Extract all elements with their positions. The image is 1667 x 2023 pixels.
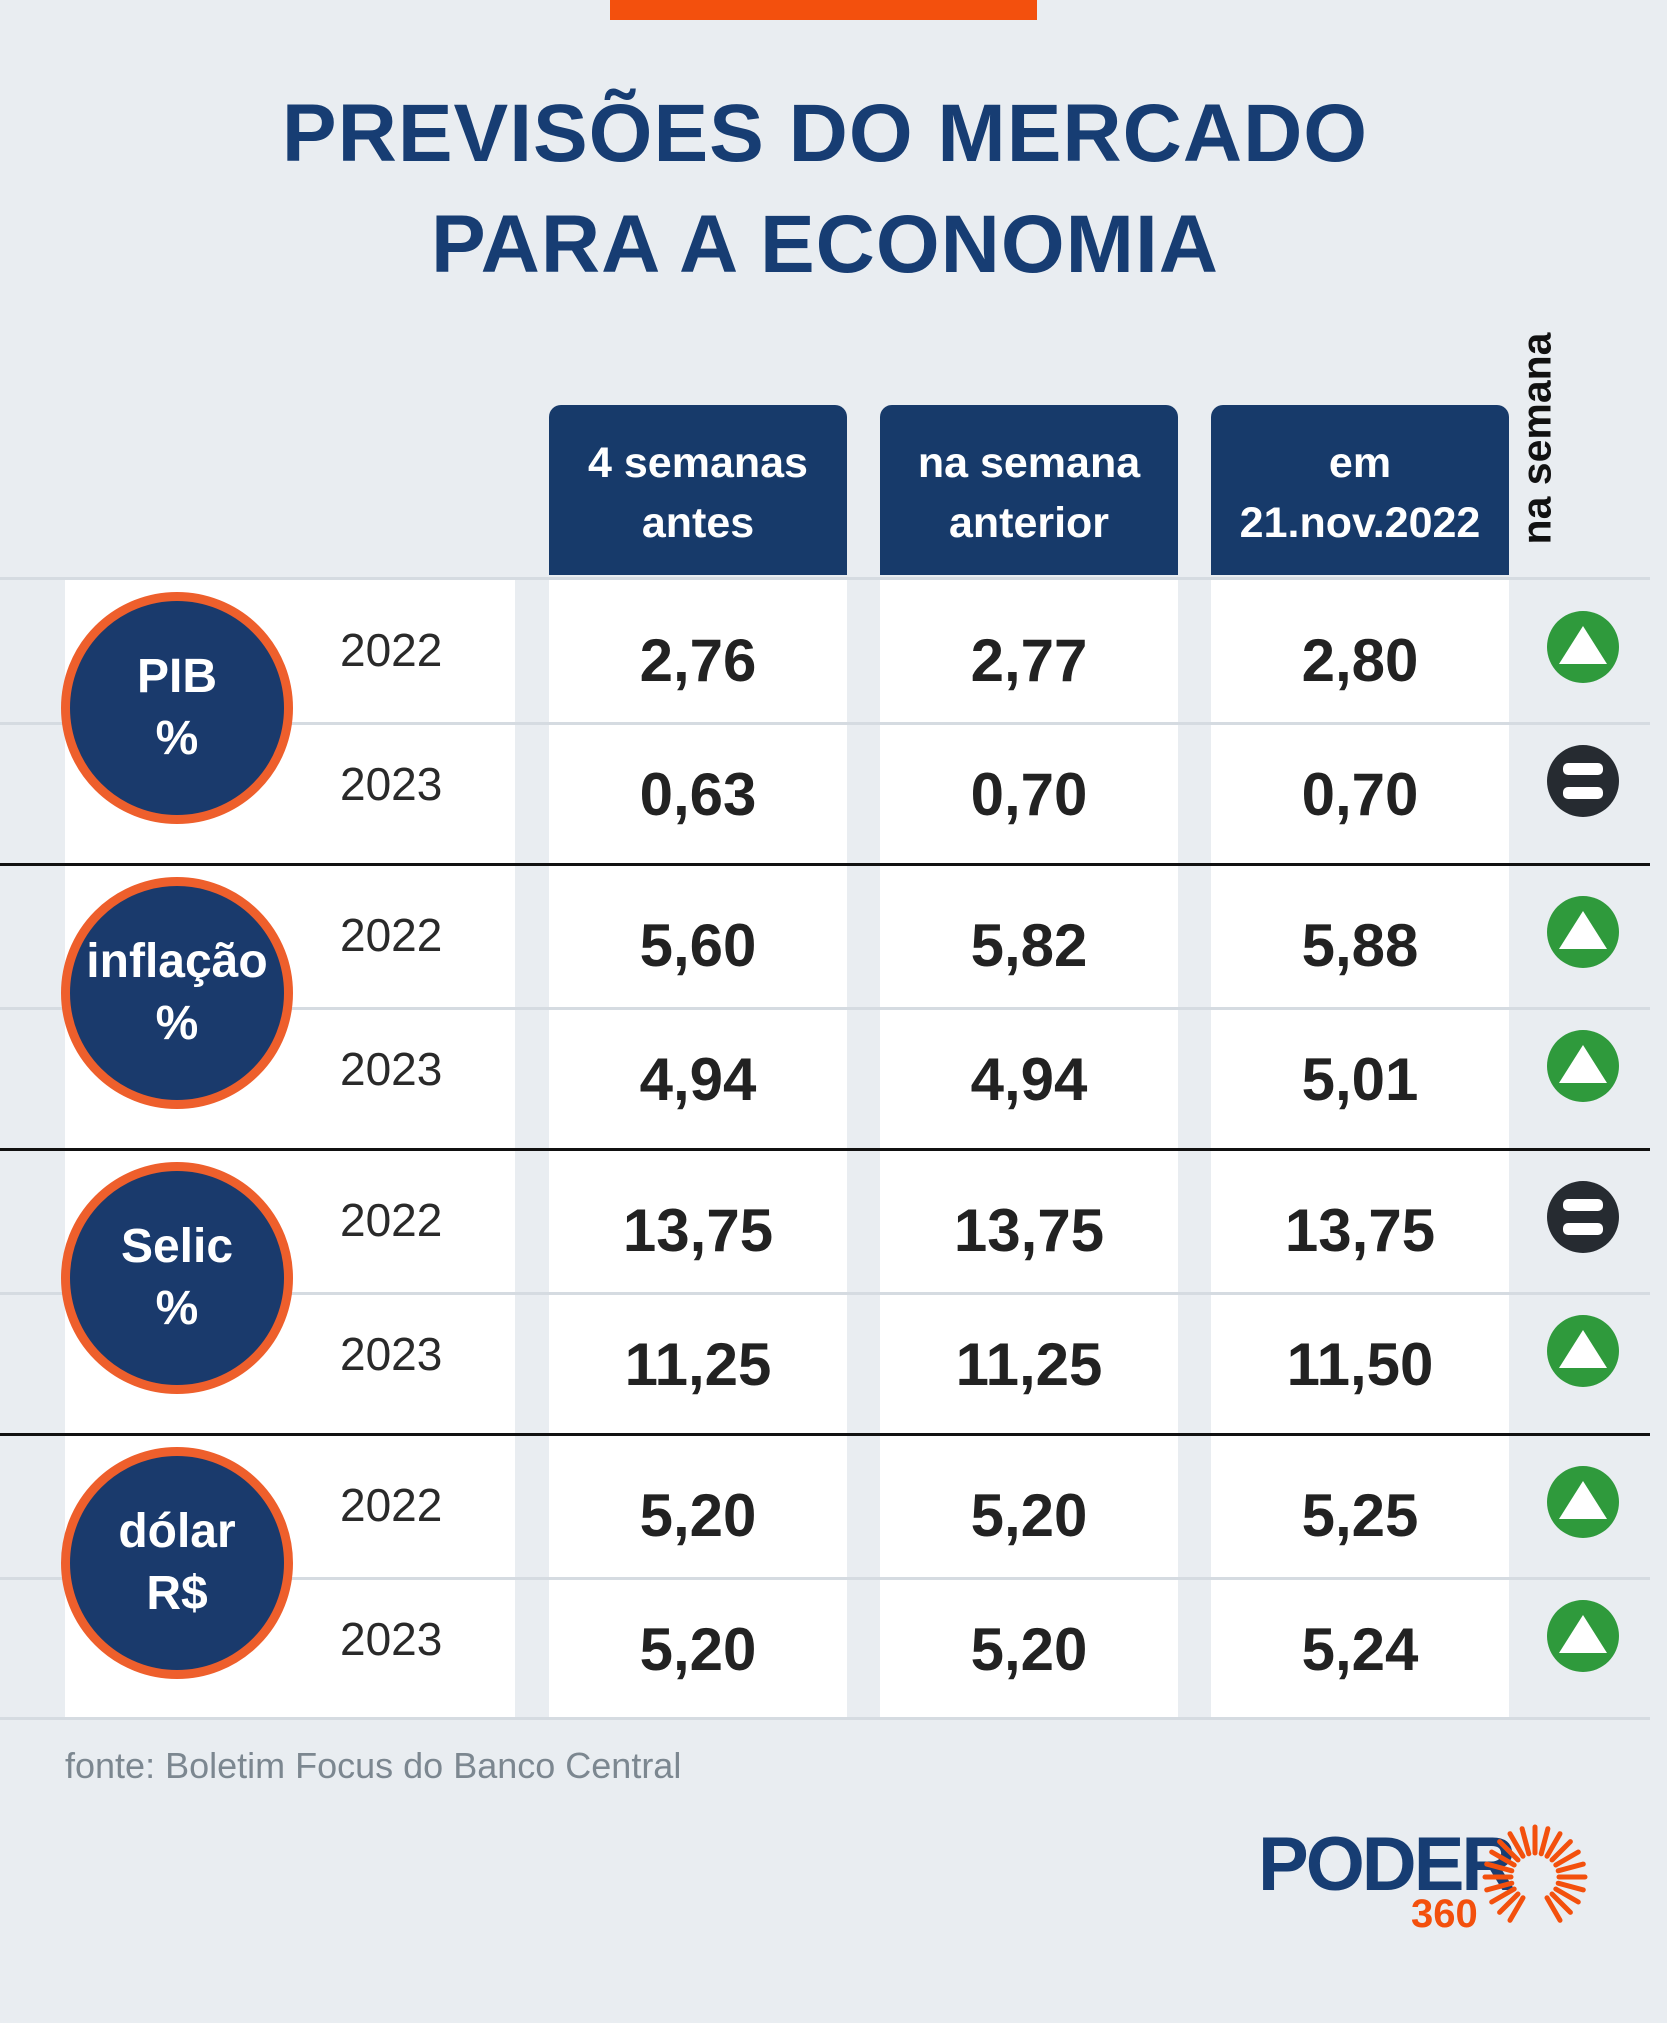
row-year: 2023 bbox=[340, 758, 443, 810]
table-cell: 11,50 bbox=[1286, 1331, 1434, 1398]
column-header-label: 4 semanas antes bbox=[588, 439, 808, 547]
trend-up-icon bbox=[1547, 1466, 1619, 1538]
table-cell: 5,20 bbox=[970, 1482, 1088, 1549]
row-year: 2022 bbox=[340, 909, 443, 961]
indicator-unit: % bbox=[155, 712, 199, 765]
indicator-unit: R$ bbox=[146, 1567, 208, 1620]
indicator-badge: PIB % bbox=[61, 592, 293, 824]
table-cell: 2,80 bbox=[1301, 627, 1419, 694]
table-cell: 5,60 bbox=[639, 912, 757, 979]
table-cell: 4,94 bbox=[970, 1046, 1088, 1113]
title-line-2: PARA A ECONOMIA bbox=[431, 199, 1219, 290]
section-divider bbox=[0, 1148, 1650, 1151]
page-title: PREVISÕES DO MERCADO PARA A ECONOMIA bbox=[0, 78, 1650, 300]
row-divider bbox=[0, 1576, 1650, 1580]
table-cell: 2,77 bbox=[970, 627, 1088, 694]
section-divider bbox=[0, 1433, 1650, 1436]
row-divider bbox=[0, 721, 1650, 725]
indicator-name: inflação bbox=[86, 935, 268, 988]
source-note: fonte: Boletim Focus do Banco Central bbox=[65, 1745, 682, 1786]
indicator-name: PIB bbox=[136, 650, 217, 703]
table-cell: 5,20 bbox=[639, 1616, 757, 1683]
table-cell: 5,25 bbox=[1301, 1482, 1419, 1549]
table-cell: 0,70 bbox=[1301, 761, 1419, 828]
indicator-unit: % bbox=[155, 997, 199, 1050]
indicator-badge: Selic % bbox=[61, 1162, 293, 1394]
table-cell: 13,75 bbox=[953, 1197, 1105, 1264]
table-cell: 13,75 bbox=[1284, 1197, 1436, 1264]
row-year: 2023 bbox=[340, 1043, 443, 1095]
row-divider bbox=[0, 1006, 1650, 1010]
indicator-name: Selic bbox=[120, 1220, 234, 1273]
trend-up-icon bbox=[1547, 1315, 1619, 1387]
row-divider bbox=[0, 577, 1650, 580]
logo-wordmark: PODER bbox=[1258, 1822, 1516, 1907]
row-year: 2023 bbox=[340, 1328, 443, 1380]
table-cell: 5,01 bbox=[1301, 1046, 1419, 1113]
logo-number: 360 bbox=[1411, 1892, 1478, 1936]
trend-up-icon bbox=[1547, 1600, 1619, 1672]
row-year: 2023 bbox=[340, 1613, 443, 1665]
column-header-previous-week: na semana anterior bbox=[880, 405, 1178, 575]
section-divider bbox=[0, 863, 1650, 866]
table-cell: 5,20 bbox=[639, 1482, 757, 1549]
table-cell: 0,70 bbox=[970, 761, 1088, 828]
trend-column-header: na semana bbox=[1502, 318, 1572, 558]
trend-equal-icon bbox=[1547, 745, 1619, 817]
trend-up-icon bbox=[1547, 1030, 1619, 1102]
table-cell: 11,25 bbox=[624, 1331, 772, 1398]
title-line-1: PREVISÕES DO MERCADO bbox=[281, 88, 1369, 179]
row-divider bbox=[0, 1717, 1650, 1720]
table-cell: 11,25 bbox=[955, 1331, 1103, 1398]
trend-up-icon bbox=[1547, 611, 1619, 683]
table-cell: 5,24 bbox=[1301, 1616, 1419, 1683]
indicator-badge: dólar R$ bbox=[61, 1447, 293, 1679]
poder360-logo: PODER 360 bbox=[1258, 1820, 1598, 1940]
column-header-4-weeks: 4 semanas antes bbox=[549, 405, 847, 575]
row-divider bbox=[0, 1291, 1650, 1295]
indicator-badge: inflação % bbox=[61, 877, 293, 1109]
sunburst-icon bbox=[1482, 1824, 1588, 1923]
table-cell: 5,88 bbox=[1301, 912, 1419, 979]
trend-column-label: na semana bbox=[1513, 332, 1560, 544]
table-cell: 13,75 bbox=[622, 1197, 774, 1264]
indicator-name: dólar bbox=[118, 1505, 236, 1558]
trend-up-icon bbox=[1547, 896, 1619, 968]
row-year: 2022 bbox=[340, 1194, 443, 1246]
table-cell: 5,82 bbox=[970, 912, 1088, 979]
table-cell: 5,20 bbox=[970, 1616, 1088, 1683]
table-cell: 4,94 bbox=[639, 1046, 757, 1113]
table-cell: 0,63 bbox=[639, 761, 757, 828]
row-year: 2022 bbox=[340, 624, 443, 676]
top-accent-bar bbox=[610, 0, 1037, 20]
column-header-label: na semana anterior bbox=[917, 439, 1141, 547]
column-header-label: em 21.nov.2022 bbox=[1239, 439, 1481, 547]
row-year: 2022 bbox=[340, 1479, 443, 1531]
column-header-current: em 21.nov.2022 bbox=[1211, 405, 1509, 575]
indicator-unit: % bbox=[155, 1282, 199, 1335]
trend-equal-icon bbox=[1547, 1181, 1619, 1253]
table-cell: 2,76 bbox=[639, 627, 757, 694]
